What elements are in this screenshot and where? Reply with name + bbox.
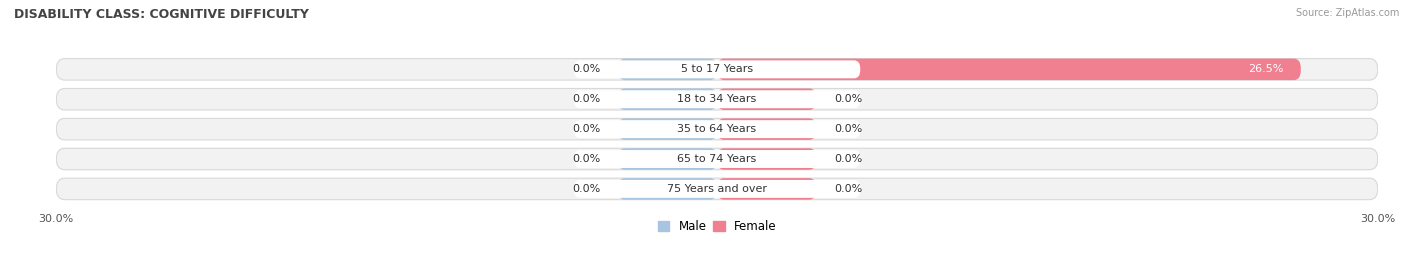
- Text: 5 to 17 Years: 5 to 17 Years: [681, 64, 754, 74]
- FancyBboxPatch shape: [617, 89, 717, 110]
- FancyBboxPatch shape: [56, 178, 1378, 200]
- FancyBboxPatch shape: [56, 118, 1378, 140]
- Text: 0.0%: 0.0%: [834, 184, 862, 194]
- Text: 26.5%: 26.5%: [1247, 64, 1284, 74]
- Text: 0.0%: 0.0%: [834, 94, 862, 104]
- Text: DISABILITY CLASS: COGNITIVE DIFFICULTY: DISABILITY CLASS: COGNITIVE DIFFICULTY: [14, 8, 309, 21]
- Legend: Male, Female: Male, Female: [658, 220, 776, 233]
- Text: 65 to 74 Years: 65 to 74 Years: [678, 154, 756, 164]
- Text: 0.0%: 0.0%: [572, 94, 600, 104]
- FancyBboxPatch shape: [56, 89, 1378, 110]
- FancyBboxPatch shape: [574, 60, 860, 78]
- Text: 75 Years and over: 75 Years and over: [666, 184, 768, 194]
- FancyBboxPatch shape: [617, 148, 717, 170]
- FancyBboxPatch shape: [717, 178, 815, 200]
- FancyBboxPatch shape: [56, 59, 1378, 80]
- FancyBboxPatch shape: [617, 118, 717, 140]
- FancyBboxPatch shape: [574, 120, 860, 138]
- FancyBboxPatch shape: [56, 148, 1378, 170]
- FancyBboxPatch shape: [617, 178, 717, 200]
- Text: 0.0%: 0.0%: [572, 154, 600, 164]
- Text: 0.0%: 0.0%: [572, 184, 600, 194]
- Text: Source: ZipAtlas.com: Source: ZipAtlas.com: [1295, 8, 1399, 18]
- FancyBboxPatch shape: [717, 59, 1301, 80]
- FancyBboxPatch shape: [717, 148, 815, 170]
- FancyBboxPatch shape: [617, 59, 717, 80]
- Text: 0.0%: 0.0%: [572, 124, 600, 134]
- Text: 0.0%: 0.0%: [572, 64, 600, 74]
- Text: 18 to 34 Years: 18 to 34 Years: [678, 94, 756, 104]
- FancyBboxPatch shape: [717, 118, 815, 140]
- FancyBboxPatch shape: [717, 89, 815, 110]
- Text: 0.0%: 0.0%: [834, 154, 862, 164]
- FancyBboxPatch shape: [574, 180, 860, 198]
- Text: 0.0%: 0.0%: [834, 124, 862, 134]
- FancyBboxPatch shape: [574, 90, 860, 108]
- FancyBboxPatch shape: [574, 150, 860, 168]
- Text: 35 to 64 Years: 35 to 64 Years: [678, 124, 756, 134]
